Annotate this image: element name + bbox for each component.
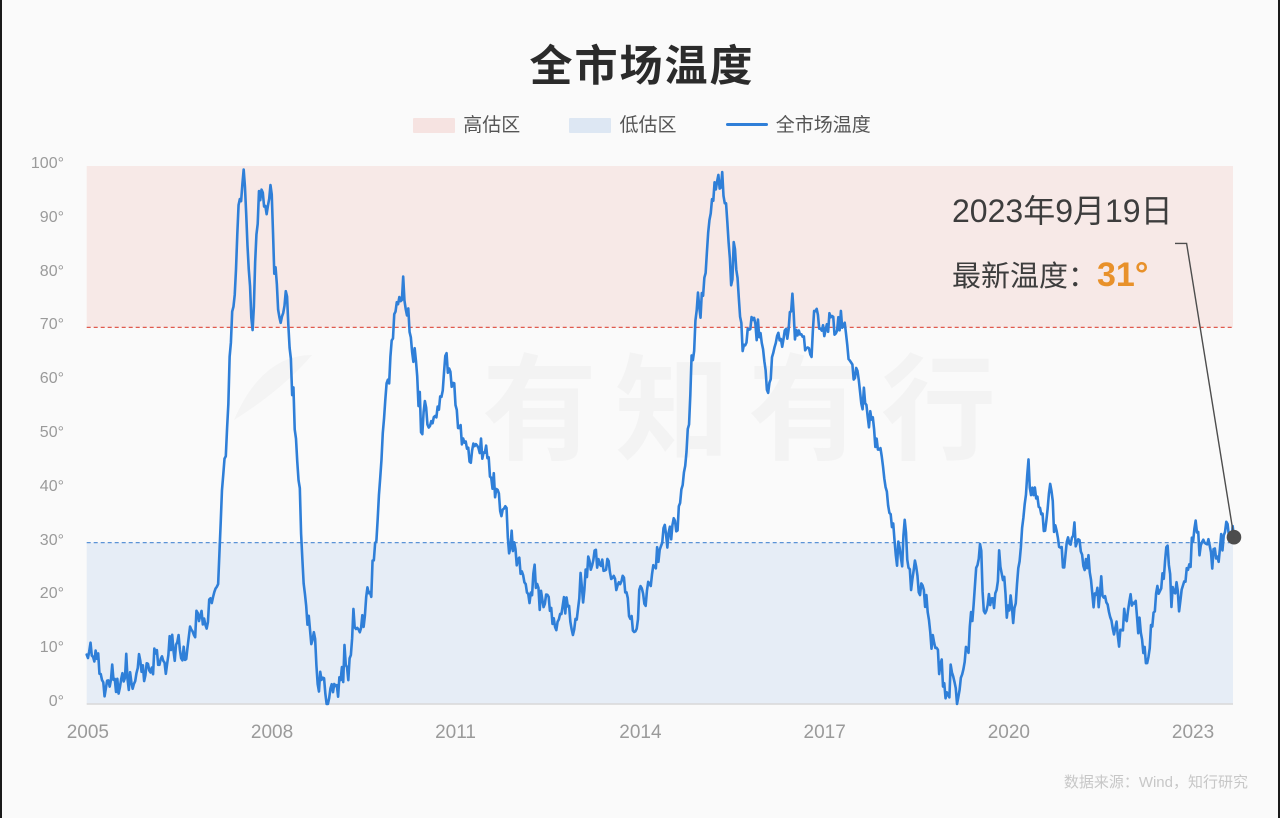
svg-text:有知有行: 有知有行 [482,318,1014,484]
